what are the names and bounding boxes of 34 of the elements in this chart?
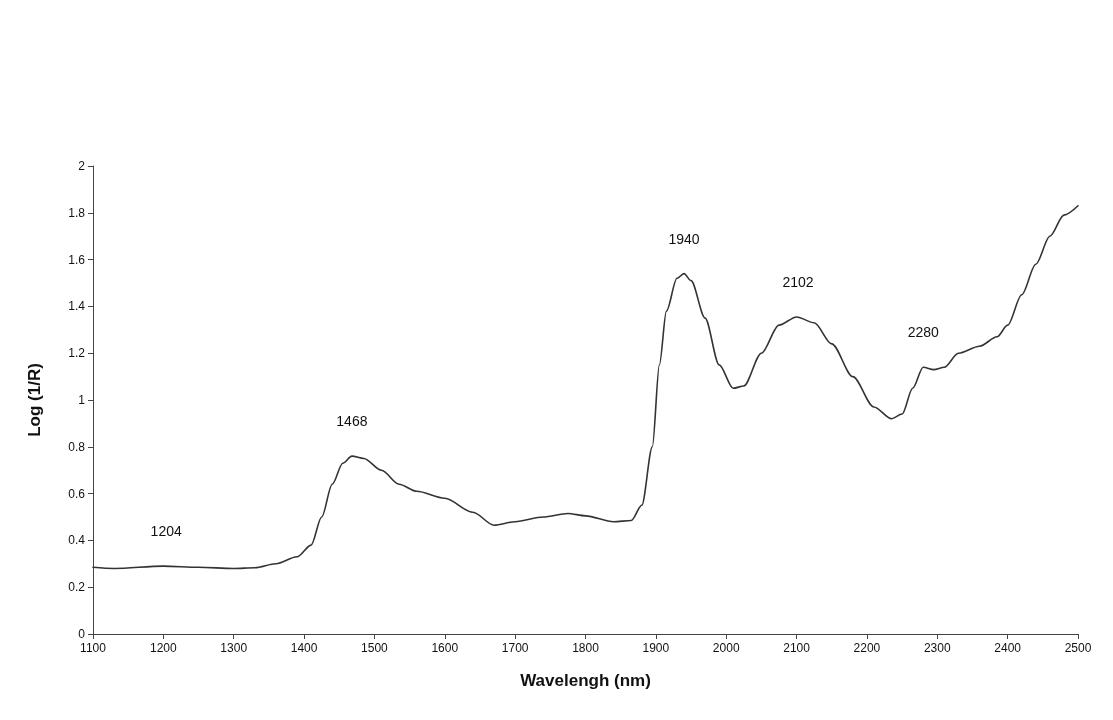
y-tick-label: 0 bbox=[78, 627, 86, 641]
x-tick-label: 1700 bbox=[501, 641, 529, 655]
annotation: 2280 bbox=[907, 324, 939, 341]
x-tick-label: 2400 bbox=[994, 641, 1022, 655]
y-tick-label: 0.6 bbox=[68, 486, 86, 501]
x-tick-label: 2100 bbox=[783, 641, 811, 655]
annotation: 1204 bbox=[150, 523, 182, 540]
y-tick-label: 2 bbox=[78, 159, 86, 173]
x-tick-label: 1300 bbox=[220, 641, 248, 655]
x-tick-label: 2500 bbox=[1064, 641, 1092, 655]
y-tick-label: 1.6 bbox=[68, 252, 86, 267]
y-tick-label: 1.8 bbox=[68, 205, 86, 220]
x-tick-label: 1400 bbox=[290, 641, 318, 655]
x-tick-label: 2000 bbox=[712, 641, 740, 655]
x-axis-title: Wavelengh (nm) bbox=[520, 671, 651, 690]
annotation: 2102 bbox=[782, 273, 814, 290]
y-tick-label: 0.8 bbox=[68, 439, 86, 454]
annotation: 1468 bbox=[336, 413, 368, 430]
y-tick-label: 1.4 bbox=[68, 299, 86, 314]
line-series bbox=[92, 204, 1079, 570]
y-tick-label: 0.4 bbox=[68, 533, 86, 548]
x-tick-label: 1500 bbox=[361, 641, 389, 655]
x-tick-label: 1800 bbox=[572, 641, 600, 655]
x-tick-label: 2300 bbox=[923, 641, 951, 655]
y-tick-label: 1.2 bbox=[68, 346, 86, 361]
y-tick-label: 0.2 bbox=[68, 580, 86, 595]
y-tick-label: 1 bbox=[78, 393, 86, 407]
x-tick-label: 1900 bbox=[642, 641, 670, 655]
y-axis-title: Log (1/R) bbox=[25, 363, 44, 437]
x-tick-label: 1100 bbox=[80, 641, 107, 655]
annotation: 1940 bbox=[668, 230, 700, 247]
x-tick-label: 1200 bbox=[150, 641, 178, 655]
x-tick-label: 1600 bbox=[431, 641, 459, 655]
x-tick-label: 2200 bbox=[853, 641, 881, 655]
